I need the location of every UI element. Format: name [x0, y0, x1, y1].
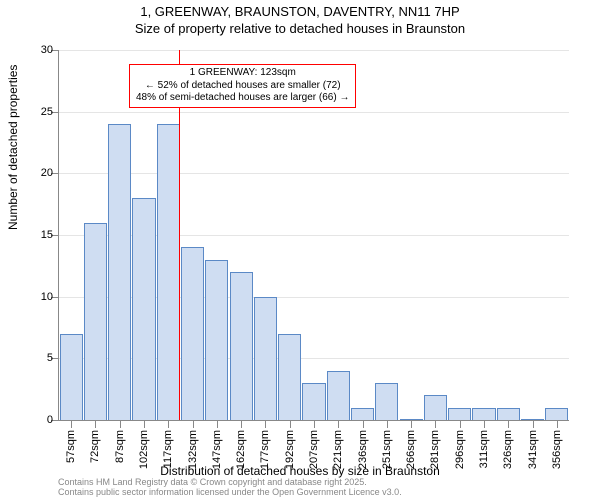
histogram-bar	[424, 395, 447, 420]
chart-title: 1, GREENWAY, BRAUNSTON, DAVENTRY, NN11 7…	[0, 4, 600, 38]
grid-line	[59, 50, 569, 51]
histogram-bar	[230, 272, 253, 420]
histogram-bar	[181, 247, 204, 420]
footer: Contains HM Land Registry data © Crown c…	[58, 478, 402, 498]
y-tick-label: 25	[31, 106, 53, 118]
x-tick	[508, 420, 509, 428]
x-tick	[460, 420, 461, 428]
x-tick	[193, 420, 194, 428]
histogram-bar	[497, 408, 520, 420]
histogram-bar	[545, 408, 568, 420]
x-tick-label: 57sqm	[65, 430, 77, 463]
x-tick-label: 87sqm	[114, 430, 126, 463]
annotation-line: 48% of semi-detached houses are larger (…	[136, 92, 349, 105]
histogram-bar	[254, 297, 277, 420]
x-tick	[168, 420, 169, 428]
grid-line	[59, 173, 569, 174]
y-tick-label: 30	[31, 44, 53, 56]
histogram-bar	[327, 371, 350, 420]
histogram-bar	[205, 260, 228, 420]
y-tick-label: 20	[31, 167, 53, 179]
annotation-line: ← 52% of detached houses are smaller (72…	[136, 80, 349, 93]
x-tick	[120, 420, 121, 428]
x-tick	[484, 420, 485, 428]
title-line-1: 1, GREENWAY, BRAUNSTON, DAVENTRY, NN11 7…	[0, 4, 600, 21]
title-line-2: Size of property relative to detached ho…	[0, 21, 600, 38]
y-axis-label: Number of detached properties	[6, 65, 20, 230]
x-tick	[144, 420, 145, 428]
histogram-bar	[278, 334, 301, 420]
histogram-bar	[60, 334, 83, 420]
x-tick	[265, 420, 266, 428]
histogram-bar	[472, 408, 495, 420]
x-tick	[241, 420, 242, 428]
plot-area: 05101520253057sqm72sqm87sqm102sqm117sqm1…	[58, 50, 569, 421]
annotation-box: 1 GREENWAY: 123sqm← 52% of detached hous…	[129, 64, 356, 108]
histogram-bar	[108, 124, 131, 420]
histogram-bar	[448, 408, 471, 420]
x-tick	[533, 420, 534, 428]
x-axis-label: Distribution of detached houses by size …	[0, 464, 600, 478]
x-tick-label: 117sqm	[162, 430, 174, 468]
x-tick	[363, 420, 364, 428]
y-tick-label: 10	[31, 291, 53, 303]
histogram-bar	[84, 223, 107, 420]
x-tick	[557, 420, 558, 428]
x-tick	[95, 420, 96, 428]
y-tick-label: 0	[31, 414, 53, 426]
x-tick	[338, 420, 339, 428]
grid-line	[59, 112, 569, 113]
chart-container: { "title": { "line1": "1, GREENWAY, BRAU…	[0, 0, 600, 500]
x-tick	[290, 420, 291, 428]
footer-line-2: Contains public sector information licen…	[58, 488, 402, 498]
annotation-line: 1 GREENWAY: 123sqm	[136, 67, 349, 80]
x-tick	[71, 420, 72, 428]
y-tick-label: 15	[31, 229, 53, 241]
x-tick-label: 311sqm	[478, 430, 490, 468]
histogram-bar	[157, 124, 180, 420]
x-tick	[314, 420, 315, 428]
histogram-bar	[302, 383, 325, 420]
histogram-bar	[351, 408, 374, 420]
histogram-bar	[375, 383, 398, 420]
x-tick	[217, 420, 218, 428]
x-tick	[435, 420, 436, 428]
histogram-bar	[132, 198, 155, 420]
y-tick-label: 5	[31, 352, 53, 364]
x-tick	[411, 420, 412, 428]
x-tick-label: 72sqm	[89, 430, 101, 463]
x-tick	[387, 420, 388, 428]
